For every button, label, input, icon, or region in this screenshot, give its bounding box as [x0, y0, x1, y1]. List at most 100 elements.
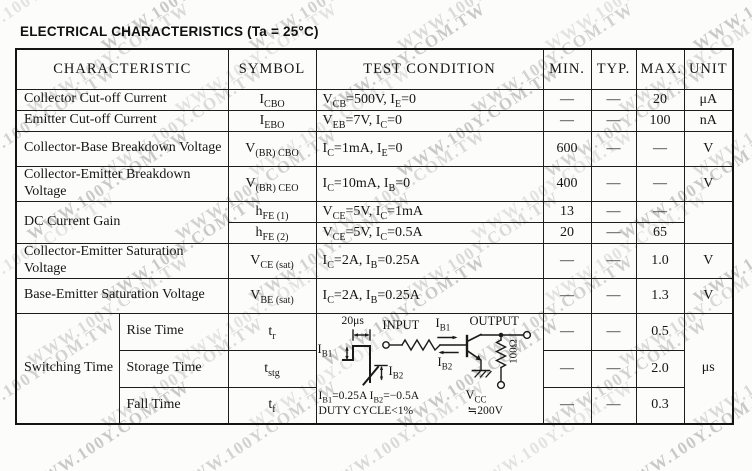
emitter-cutoff-unit: nA: [683, 109, 734, 132]
test-circuit: [381, 330, 531, 389]
ce-breakdown-symbol: V(BR) CEO: [227, 165, 317, 202]
hfe1-max: —: [635, 200, 685, 223]
header-condition: TEST CONDITION: [315, 48, 544, 90]
header-row: CHARACTERISTIC SYMBOL TEST CONDITION MIN…: [15, 48, 734, 90]
emitter-cutoff-symbol: IEBO: [227, 109, 317, 132]
ib1-current-label: IB1: [435, 315, 451, 332]
row-hfe2: hFE (2) VCE=5V, IC=0.5A 20 — 65: [16, 221, 733, 244]
ce-breakdown-condition: IC=10mA, IB=0: [315, 165, 544, 202]
vcc-terminal: [496, 380, 505, 389]
storage-time-max: 2.0: [635, 349, 685, 388]
collector-cutoff-unit: μA: [683, 88, 734, 111]
rise-time-min: —: [542, 312, 592, 351]
pulse-width-label: 20μs: [341, 313, 364, 327]
ib1-wave-label: IB1: [317, 341, 333, 358]
fall-time-name: Fall Time: [118, 386, 229, 425]
header-max: MAX.: [635, 48, 685, 90]
hfe2-condition: VCE=5V, IC=0.5A: [315, 221, 544, 244]
ce-sat-typ: —: [590, 242, 637, 279]
vcc-value-label: ≒200V: [467, 403, 504, 417]
hfe1-typ: —: [590, 200, 637, 223]
dc-gain-name: DC Current Gain: [15, 200, 229, 244]
dc-gain-unit: [683, 200, 734, 244]
row-be-sat: Base-Emitter Saturation Voltage VBE (sat…: [15, 277, 734, 314]
be-sat-min: —: [542, 277, 592, 314]
load-resistor: [494, 338, 507, 368]
ce-sat-max: 1.0: [635, 242, 685, 279]
collector-cutoff-name: Collector Cut-off Current: [15, 88, 229, 111]
header-typ: TYP.: [590, 48, 637, 90]
ce-sat-symbol: VCE (sat): [227, 242, 317, 279]
output-terminal: [522, 330, 531, 339]
collector-cutoff-typ: —: [590, 88, 637, 111]
row-storage-time: Storage Time tstg — — 2.0: [16, 349, 733, 388]
header-min: MIN.: [542, 48, 592, 90]
storage-time-symbol: tstg: [227, 349, 317, 388]
switching-test-condition: 20μs INPUT IB1 OUTPUT IB1 IB2 IB2 100Ω I…: [315, 312, 544, 425]
vcc-label: VCC: [465, 387, 487, 404]
cb-breakdown-unit: V: [683, 130, 734, 167]
hfe2-typ: —: [590, 221, 637, 244]
duty-cycle-line: DUTY CYCLE<1%: [318, 403, 414, 417]
cb-breakdown-symbol: V(BR) CBO: [227, 130, 317, 167]
load-value-label: 100Ω: [507, 338, 520, 364]
rise-time-typ: —: [590, 312, 637, 351]
be-sat-condition: IC=2A, IB=0.25A: [315, 277, 544, 314]
hfe1-symbol: hFE (1): [227, 200, 317, 223]
row-cb-breakdown: Collector-Base Breakdown Voltage V(BR) C…: [15, 130, 734, 167]
base-resistor: [400, 338, 441, 351]
ce-sat-unit: V: [683, 242, 734, 279]
fall-time-typ: —: [590, 386, 637, 425]
input-terminal: [381, 340, 390, 349]
be-sat-typ: —: [590, 277, 637, 314]
row-rise-time: Switching Time Rise Time tr: [15, 312, 734, 425]
row-fall-time: Fall Time tf — — 0.3: [16, 386, 733, 425]
emitter-cutoff-name: Emitter Cut-off Current: [15, 109, 229, 132]
switching-test-circuit: [341, 328, 531, 389]
storage-time-name: Storage Time: [118, 349, 229, 388]
rise-time-max: 0.5: [635, 312, 685, 351]
cb-breakdown-condition: IC=1mA, IE=0: [315, 130, 544, 167]
be-sat-max: 1.3: [635, 277, 685, 314]
hfe1-min: 13: [542, 200, 592, 223]
rise-time-symbol: tr: [227, 312, 317, 351]
row-ce-breakdown: Collector-Emitter Breakdown Voltage V(BR…: [15, 165, 734, 202]
row-hfe1: DC Current Gain hFE (1) VCE=5V, IC=1mA 1…: [15, 200, 734, 244]
switching-time-name: Switching Time: [15, 312, 120, 425]
hfe2-symbol: hFE (2): [227, 221, 317, 244]
hfe2-max: 65: [635, 221, 685, 244]
ce-breakdown-max: —: [635, 165, 685, 202]
cb-breakdown-name: Collector-Base Breakdown Voltage: [15, 130, 229, 167]
ce-breakdown-unit: V: [683, 165, 734, 202]
ib2-current-label: IB2: [437, 354, 453, 371]
be-sat-unit: V: [683, 277, 734, 314]
row-ce-sat: Collector-Emitter Saturation Voltage VCE…: [15, 242, 734, 279]
hfe2-min: 20: [542, 221, 592, 244]
bias-condition-line1: IB1=0.25A IB2=−0.5A: [318, 388, 420, 404]
rise-time-name: Rise Time: [118, 312, 229, 351]
pulse-waveform: [341, 328, 388, 386]
output-label: OUTPUT: [469, 313, 519, 328]
cb-breakdown-typ: —: [590, 130, 637, 167]
transistor: [465, 332, 482, 360]
be-sat-name: Base-Emitter Saturation Voltage: [15, 277, 229, 314]
emitter-cutoff-condition: VEB=7V, IC=0: [315, 109, 544, 132]
input-label: INPUT: [382, 317, 420, 332]
ce-sat-condition: IC=2A, IB=0.25A: [315, 242, 544, 279]
emitter-cutoff-typ: —: [590, 109, 637, 132]
row-collector-cutoff: Collector Cut-off Current ICBO VCB=500V,…: [15, 88, 734, 111]
collector-cutoff-symbol: ICBO: [227, 88, 317, 111]
collector-cutoff-max: 20: [635, 88, 685, 111]
fall-time-min: —: [542, 386, 592, 425]
ce-sat-min: —: [542, 242, 592, 279]
collector-cutoff-min: —: [542, 88, 592, 111]
ce-breakdown-min: 400: [542, 165, 592, 202]
storage-time-typ: —: [590, 349, 637, 388]
hfe1-condition: VCE=5V, IC=1mA: [315, 200, 544, 223]
electrical-characteristics-table: CHARACTERISTIC SYMBOL TEST CONDITION MIN…: [15, 48, 735, 425]
header-symbol: SYMBOL: [227, 48, 317, 90]
emitter-cutoff-max: 100: [635, 109, 685, 132]
cb-breakdown-min: 600: [542, 130, 592, 167]
header-unit: UNIT: [683, 48, 734, 90]
ce-breakdown-name: Collector-Emitter Breakdown Voltage: [15, 165, 229, 202]
